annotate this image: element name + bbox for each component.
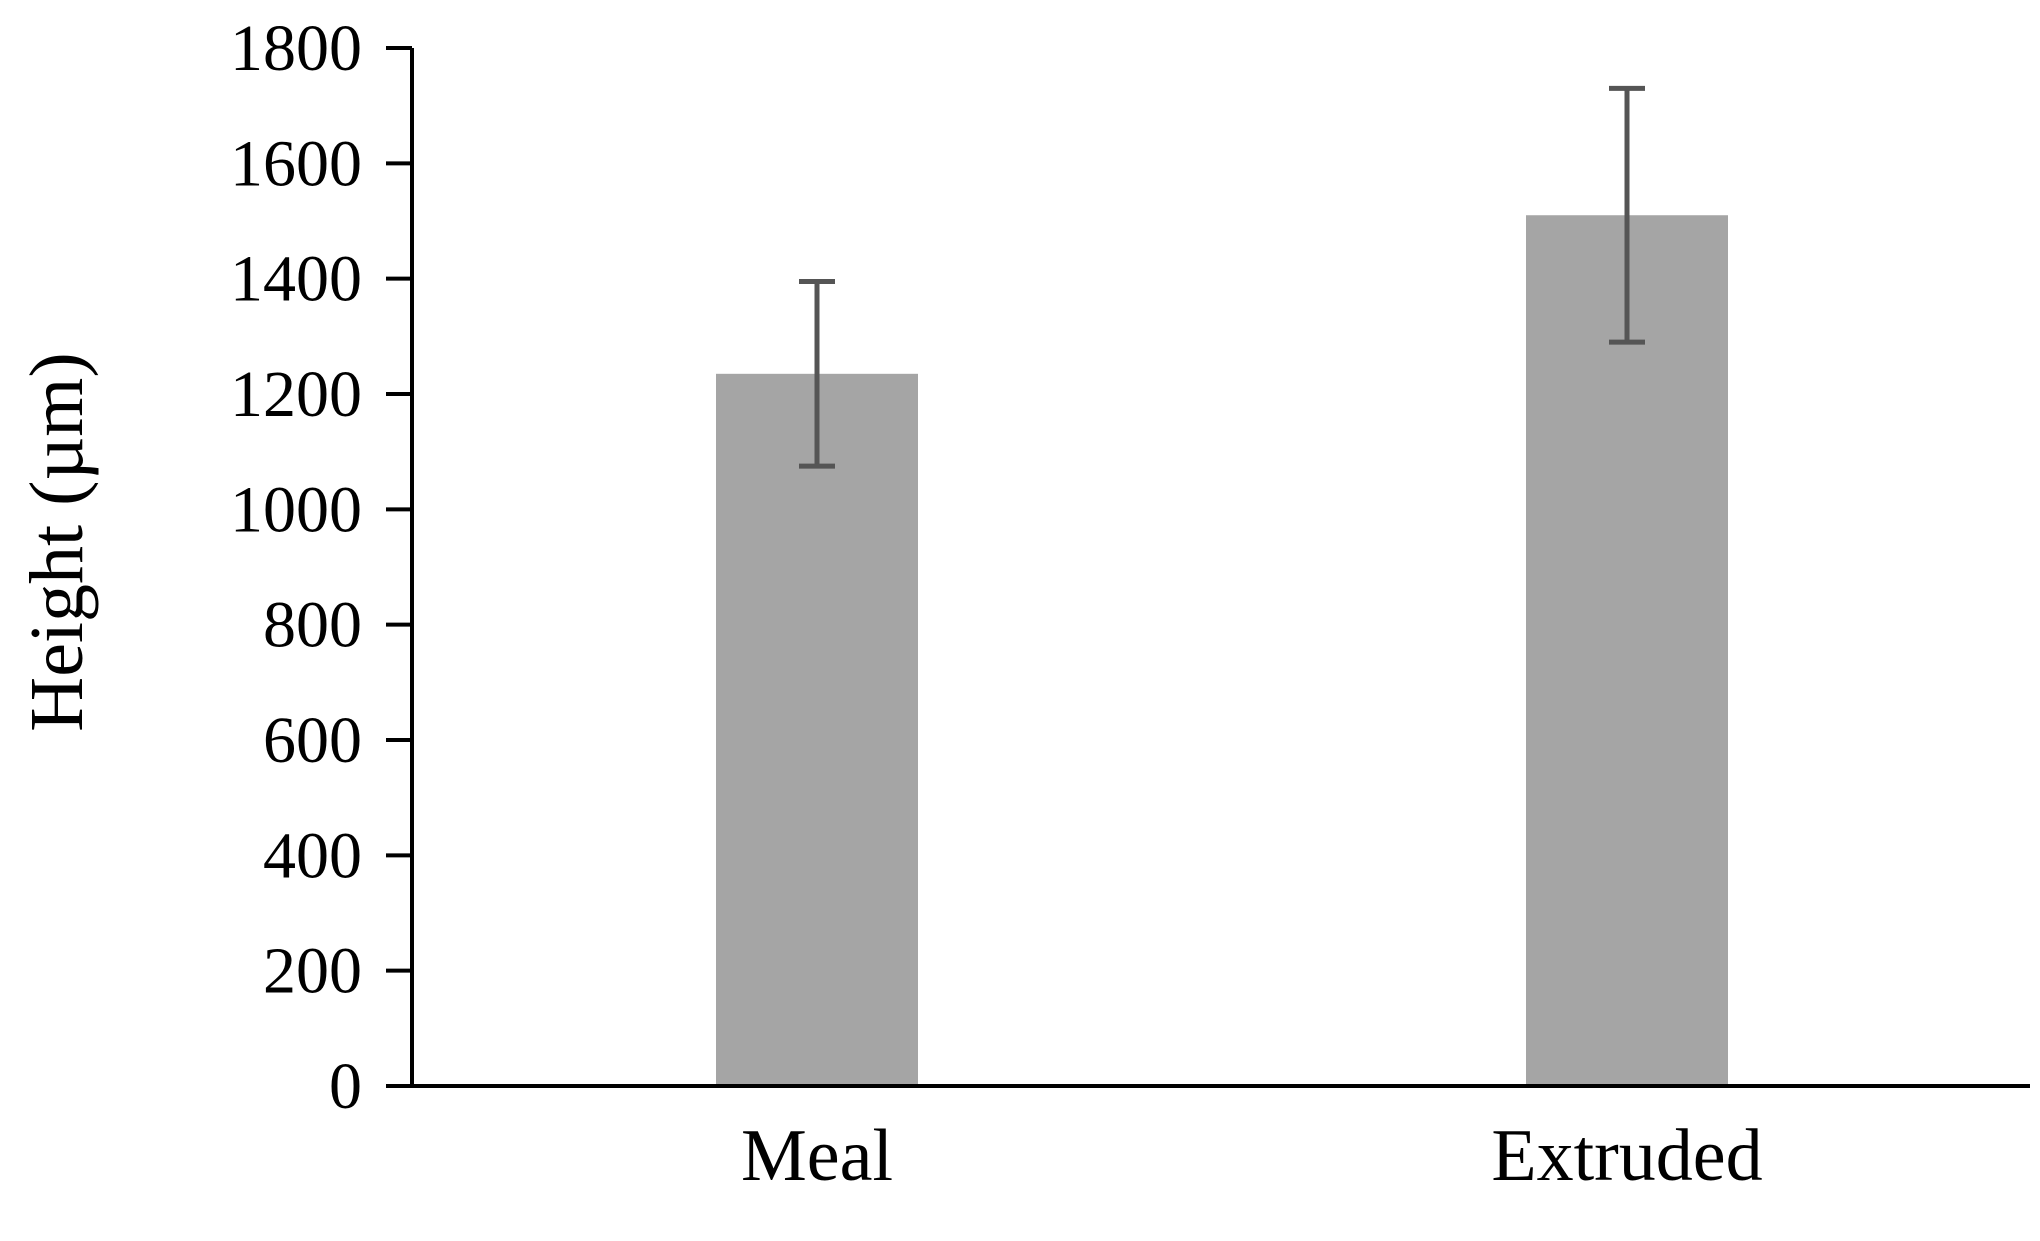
bar-meal [716,373,918,1087]
y-tick-label: 1800 [230,12,362,85]
x-category-label-meal: Meal [741,1115,893,1197]
y-tick-label: 400 [263,819,362,892]
y-tick-label: 800 [263,589,362,662]
bar-extruded [1526,215,1728,1086]
y-tick-label: 1600 [230,127,362,200]
y-tick-label: 1400 [230,243,362,316]
y-tick-label: 600 [263,704,362,777]
x-category-label-extruded: Extruded [1491,1115,1762,1197]
y-tick-label: 1000 [230,473,362,546]
y-tick-label: 200 [263,935,362,1008]
y-tick-label: 1200 [230,358,362,431]
y-tick-label: 0 [329,1050,362,1123]
y-axis-title: Height (µm) [15,352,99,731]
